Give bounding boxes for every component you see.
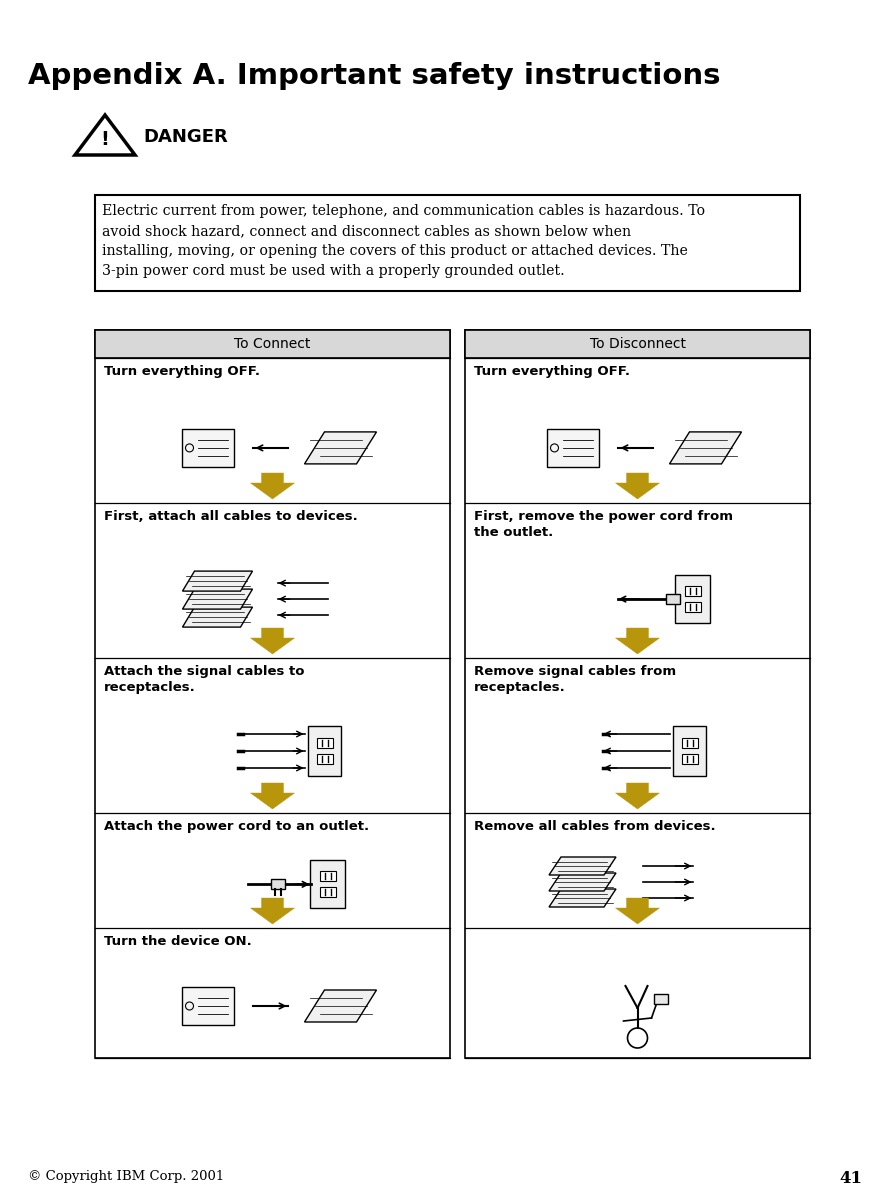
Bar [682,738,698,748]
Bar [675,575,710,623]
Bar [310,860,345,908]
Text: First, remove the power cord from
the outlet.: First, remove the power cord from the ou… [474,510,733,540]
Bar [320,887,336,898]
Polygon shape [669,432,741,464]
Text: 41: 41 [839,1170,862,1187]
Polygon shape [616,628,659,654]
Bar [684,586,700,596]
Text: avoid shock hazard, connect and disconnect cables as shown below when: avoid shock hazard, connect and disconne… [102,224,631,238]
Bar [95,330,450,1058]
Text: !: ! [101,131,109,149]
Polygon shape [304,990,376,1022]
Bar [465,330,810,358]
Text: To Disconnect: To Disconnect [589,337,685,350]
Text: Remove all cables from devices.: Remove all cables from devices. [474,820,716,833]
Text: To Connect: To Connect [234,337,311,350]
Text: installing, moving, or opening the covers of this product or attached devices. T: installing, moving, or opening the cover… [102,244,688,258]
Bar [317,738,333,748]
Text: Attach the signal cables to
receptacles.: Attach the signal cables to receptacles. [104,665,304,695]
Text: First, attach all cables to devices.: First, attach all cables to devices. [104,510,358,523]
Bar [666,594,679,604]
Polygon shape [549,889,616,907]
Text: Remove signal cables from
receptacles.: Remove signal cables from receptacles. [474,665,676,695]
Text: © Copyright IBM Corp. 2001: © Copyright IBM Corp. 2001 [28,1170,224,1183]
Bar [308,726,341,776]
Text: DANGER: DANGER [143,128,228,146]
Bar [182,428,233,467]
Bar [673,726,706,776]
Bar [546,428,598,467]
Polygon shape [250,628,295,654]
Polygon shape [616,898,659,924]
Bar [95,194,800,290]
Text: Electric current from power, telephone, and communication cables is hazardous. T: Electric current from power, telephone, … [102,204,705,218]
Text: Turn everything OFF.: Turn everything OFF. [474,365,630,378]
Polygon shape [182,607,253,628]
Text: Turn the device ON.: Turn the device ON. [104,935,252,948]
Polygon shape [549,874,616,890]
Polygon shape [304,432,376,464]
Text: Turn everything OFF.: Turn everything OFF. [104,365,260,378]
Bar [317,754,333,764]
Text: 3-pin power cord must be used with a properly grounded outlet.: 3-pin power cord must be used with a pro… [102,264,565,278]
Bar [95,330,450,358]
Bar [271,880,285,889]
Bar [182,986,233,1025]
Bar [653,994,668,1004]
Bar [465,330,810,1058]
Bar [320,871,336,881]
Text: Appendix A. Important safety instructions: Appendix A. Important safety instruction… [28,62,721,90]
Bar [682,754,698,764]
Polygon shape [616,473,659,499]
Polygon shape [250,898,295,924]
Polygon shape [616,782,659,809]
Text: Attach the power cord to an outlet.: Attach the power cord to an outlet. [104,820,369,833]
Bar [684,602,700,612]
Polygon shape [182,589,253,610]
Polygon shape [549,857,616,875]
Polygon shape [182,571,253,592]
Polygon shape [250,473,295,499]
Polygon shape [250,782,295,809]
